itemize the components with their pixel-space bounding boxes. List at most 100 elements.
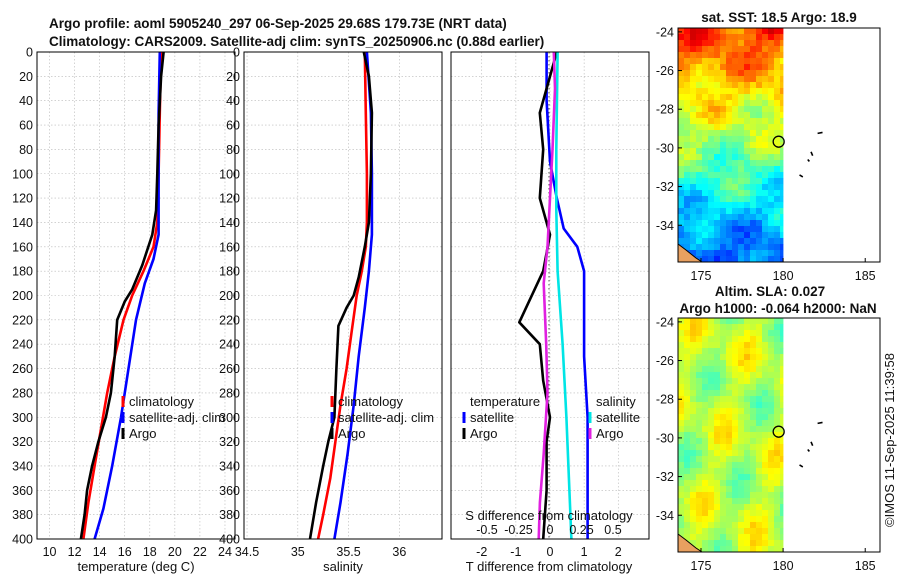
map-cell xyxy=(774,220,781,227)
map-cell xyxy=(732,112,739,119)
map-cell xyxy=(738,432,745,439)
map-cell xyxy=(780,378,784,385)
map-cell xyxy=(744,190,751,197)
map-cell xyxy=(696,40,703,47)
map-cell xyxy=(690,510,697,517)
y-tick-label: 360 xyxy=(12,484,33,498)
map-cell xyxy=(714,94,721,101)
map-cell xyxy=(774,250,781,257)
map-cell xyxy=(714,148,721,155)
map-cell xyxy=(744,214,751,221)
map-cell xyxy=(750,256,757,263)
map-cell xyxy=(774,432,781,439)
map-cell xyxy=(750,208,757,215)
map-cell xyxy=(756,142,763,149)
map-cell xyxy=(744,46,751,53)
map-cell xyxy=(732,360,739,367)
map-cell xyxy=(744,450,751,457)
map-cell xyxy=(678,28,685,35)
map-cell xyxy=(720,432,727,439)
map-cell xyxy=(774,106,781,113)
map-cell xyxy=(726,336,733,343)
map-cell xyxy=(726,390,733,397)
map-cell xyxy=(756,88,763,95)
map-cell xyxy=(696,510,703,517)
lat-tick-label: -32 xyxy=(656,470,674,484)
map-cell xyxy=(690,414,697,421)
map-cell xyxy=(696,498,703,505)
y-tick-label: 180 xyxy=(12,265,33,279)
map-cell xyxy=(714,256,721,263)
map-cell xyxy=(726,432,733,439)
map-cell xyxy=(726,438,733,445)
map-cell xyxy=(774,94,781,101)
map-cell xyxy=(720,70,727,77)
map-cell xyxy=(684,64,691,71)
map-cell xyxy=(738,28,745,35)
map-cell xyxy=(774,426,781,433)
map-cell xyxy=(720,534,727,541)
map-cell xyxy=(780,184,784,191)
map-cell xyxy=(762,516,769,523)
s-tick-label: 0.5 xyxy=(604,523,621,537)
map-cell xyxy=(714,432,721,439)
map-cell xyxy=(690,208,697,215)
map-cell xyxy=(714,106,721,113)
sst-map-title: sat. SST: 18.5 Argo: 18.9 xyxy=(701,10,857,25)
map-cell xyxy=(774,462,781,469)
map-cell xyxy=(714,160,721,167)
map-cell xyxy=(756,136,763,143)
map-cell xyxy=(720,190,727,197)
map-cell xyxy=(678,474,685,481)
map-cell xyxy=(726,426,733,433)
map-cell xyxy=(684,196,691,203)
map-cell xyxy=(702,88,709,95)
map-cell xyxy=(738,196,745,203)
map-cell xyxy=(690,540,697,547)
map-cell xyxy=(714,70,721,77)
y-tick-label: 60 xyxy=(226,119,240,133)
map-cell xyxy=(708,342,715,349)
map-cell xyxy=(756,384,763,391)
map-cell xyxy=(684,82,691,89)
map-cell xyxy=(678,82,685,89)
x-tick-label: 35 xyxy=(291,545,305,559)
map-cell xyxy=(690,232,697,239)
map-cell xyxy=(714,540,721,547)
map-cell xyxy=(714,474,721,481)
map-cell xyxy=(684,136,691,143)
map-cell xyxy=(762,76,769,83)
map-cell xyxy=(762,142,769,149)
map-cell xyxy=(732,94,739,101)
map-cell xyxy=(696,130,703,137)
y-tick-label: 260 xyxy=(219,362,240,376)
map-cell xyxy=(708,336,715,343)
map-cell xyxy=(684,396,691,403)
map-cell xyxy=(720,94,727,101)
map-cell xyxy=(690,202,697,209)
map-cell xyxy=(702,256,709,263)
y-tick-label: 100 xyxy=(219,167,240,181)
map-cell xyxy=(690,378,697,385)
map-cell xyxy=(714,28,721,35)
map-cell xyxy=(780,480,784,487)
map-cell xyxy=(678,504,685,511)
map-cell xyxy=(702,486,709,493)
salinity-grid xyxy=(244,51,442,540)
map-cell xyxy=(750,70,757,77)
map-cell xyxy=(702,130,709,137)
map-cell xyxy=(738,540,745,547)
map-cell xyxy=(750,148,757,155)
map-cell xyxy=(702,534,709,541)
map-cell xyxy=(744,172,751,179)
map-cell xyxy=(720,238,727,245)
map-cell xyxy=(696,486,703,493)
map-cell xyxy=(744,136,751,143)
map-cell xyxy=(738,220,745,227)
map-cell xyxy=(678,330,685,337)
map-cell xyxy=(744,52,751,59)
map-cell xyxy=(696,250,703,257)
map-cell xyxy=(678,438,685,445)
map-cell xyxy=(750,118,757,125)
map-cell xyxy=(732,154,739,161)
